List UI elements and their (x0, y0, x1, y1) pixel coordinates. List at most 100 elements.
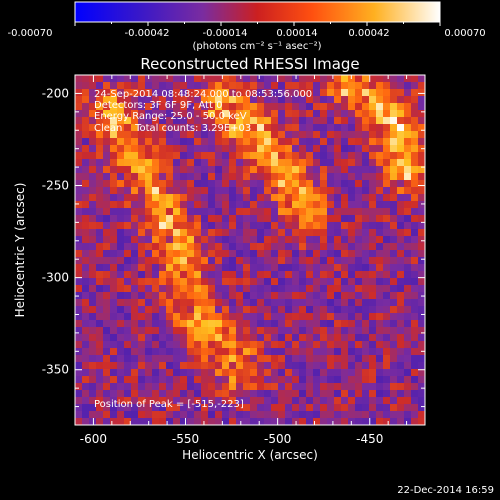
heatmap-cell (306, 180, 314, 188)
heatmap-cell (236, 159, 244, 167)
heatmap-cell (313, 229, 321, 237)
heatmap-cell (250, 362, 258, 370)
heatmap-cell (341, 117, 349, 125)
heatmap-cell (397, 75, 405, 83)
heatmap-cell (390, 327, 398, 335)
heatmap-cell (208, 82, 216, 90)
heatmap-cell (180, 257, 188, 265)
heatmap-cell (348, 110, 356, 118)
heatmap-cell (173, 362, 181, 370)
heatmap-cell (208, 250, 216, 258)
heatmap-cell (117, 369, 125, 377)
heatmap-cell (229, 264, 237, 272)
heatmap-cell (82, 243, 90, 251)
heatmap-cell (250, 383, 258, 391)
heatmap-cell (208, 369, 216, 377)
heatmap-cell (299, 264, 307, 272)
heatmap-cell (362, 355, 370, 363)
heatmap-cell (397, 131, 405, 139)
heatmap-cell (201, 75, 209, 83)
heatmap-cell (96, 166, 104, 174)
heatmap-cell (236, 201, 244, 209)
heatmap-cell (229, 117, 237, 125)
heatmap-cell (208, 152, 216, 160)
heatmap-cell (362, 166, 370, 174)
heatmap-cell (383, 411, 391, 419)
heatmap-cell (271, 411, 279, 419)
heatmap-cell (418, 152, 426, 160)
heatmap-cell (110, 75, 118, 83)
heatmap-cell (152, 411, 160, 419)
heatmap-cell (82, 173, 90, 181)
heatmap-cell (103, 418, 111, 426)
heatmap-cell (159, 306, 167, 314)
heatmap-cell (82, 362, 90, 370)
heatmap-cell (117, 348, 125, 356)
heatmap-cell (96, 145, 104, 153)
heatmap-cell (355, 145, 363, 153)
heatmap-cell (355, 124, 363, 132)
heatmap-cell (159, 82, 167, 90)
heatmap-cell (236, 208, 244, 216)
heatmap-cell (159, 180, 167, 188)
heatmap-cell (124, 229, 132, 237)
heatmap-cell (362, 264, 370, 272)
heatmap-cell (257, 145, 265, 153)
heatmap-cell (404, 369, 412, 377)
heatmap-cell (229, 411, 237, 419)
heatmap-cell (250, 222, 258, 230)
heatmap-cell (166, 250, 174, 258)
heatmap-cell (306, 236, 314, 244)
heatmap-cell (404, 383, 412, 391)
heatmap-cell (159, 208, 167, 216)
heatmap-cell (194, 292, 202, 300)
heatmap-cell (327, 362, 335, 370)
heatmap-cell (327, 292, 335, 300)
heatmap-cell (390, 82, 398, 90)
heatmap-cell (334, 313, 342, 321)
heatmap-cell (264, 215, 272, 223)
heatmap-cell (152, 362, 160, 370)
heatmap-cell (411, 110, 419, 118)
heatmap-cell (278, 250, 286, 258)
heatmap-cell (341, 390, 349, 398)
heatmap-cell (320, 222, 328, 230)
heatmap-cell (334, 89, 342, 97)
heatmap-cell (110, 180, 118, 188)
heatmap-cell (418, 180, 426, 188)
heatmap-cell (383, 334, 391, 342)
heatmap-cell (348, 327, 356, 335)
heatmap-cell (278, 201, 286, 209)
heatmap-cell (96, 264, 104, 272)
heatmap-cell (131, 404, 139, 412)
heatmap-cell (96, 250, 104, 258)
heatmap-cell (271, 201, 279, 209)
heatmap-cell (299, 257, 307, 265)
heatmap-cell (320, 299, 328, 307)
heatmap-cell (187, 229, 195, 237)
heatmap-cell (208, 208, 216, 216)
heatmap-cell (341, 327, 349, 335)
heatmap-cell (278, 110, 286, 118)
heatmap-cell (397, 411, 405, 419)
heatmap-cell (292, 369, 300, 377)
heatmap-cell (187, 187, 195, 195)
heatmap-cell (264, 292, 272, 300)
heatmap-cell (404, 320, 412, 328)
heatmap-cell (257, 180, 265, 188)
heatmap-cell (348, 320, 356, 328)
heatmap-cell (292, 236, 300, 244)
heatmap-cell (383, 264, 391, 272)
heatmap-cell (341, 180, 349, 188)
heatmap-cell (411, 341, 419, 349)
heatmap-cell (257, 96, 265, 104)
heatmap-cell (103, 96, 111, 104)
heatmap-cell (131, 117, 139, 125)
heatmap-cell (243, 376, 251, 384)
heatmap-cell (334, 250, 342, 258)
heatmap-cell (159, 397, 167, 405)
heatmap-cell (271, 229, 279, 237)
heatmap-cell (152, 292, 160, 300)
heatmap-cell (152, 341, 160, 349)
heatmap-cell (96, 278, 104, 286)
